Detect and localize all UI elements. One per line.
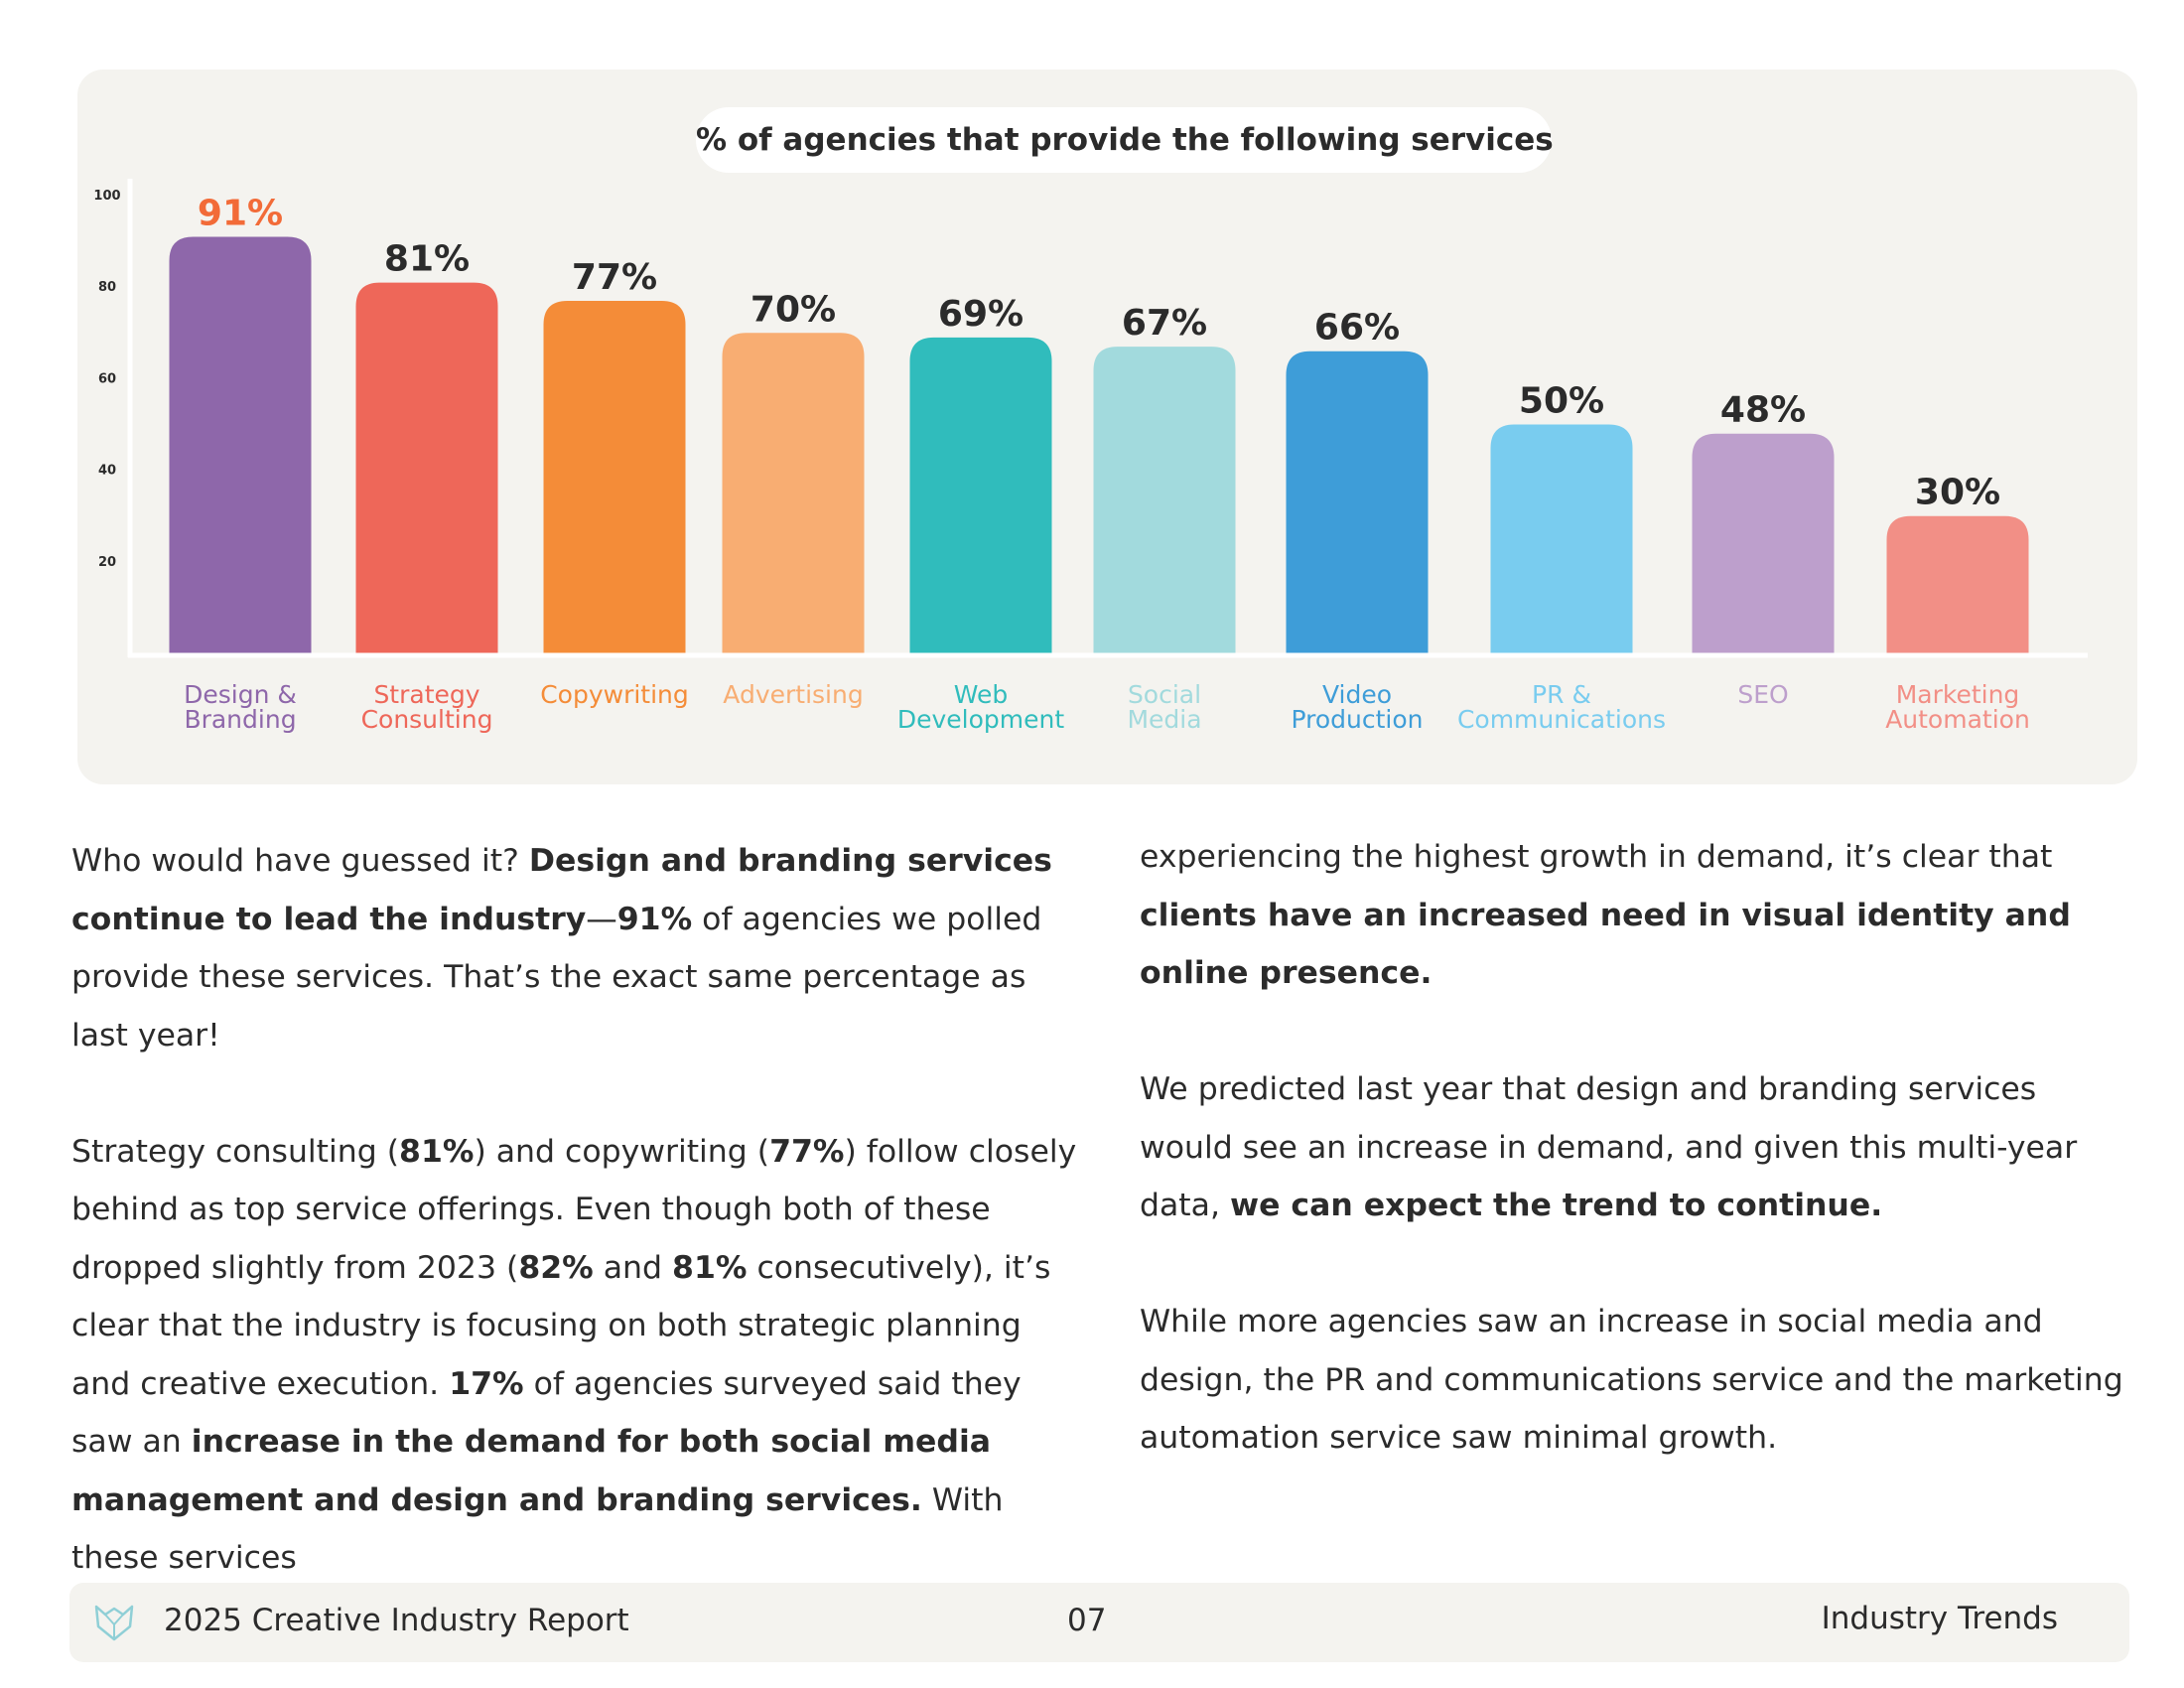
bold-run-7: 81% bbox=[672, 1249, 748, 1286]
footer-section-name: Industry Trends bbox=[1821, 1601, 2058, 1636]
bar bbox=[1692, 433, 1835, 653]
category-label: Development bbox=[897, 705, 1064, 734]
bar bbox=[355, 282, 498, 653]
bold-run-1: 81% bbox=[399, 1133, 475, 1170]
category-label: Copywriting bbox=[540, 680, 689, 709]
category-label: Video bbox=[1322, 680, 1392, 709]
bold-run-9: 17% bbox=[449, 1365, 524, 1402]
bold-run-3: 91% bbox=[616, 901, 693, 937]
bar bbox=[1886, 515, 2029, 653]
text-run-0: Strategy consulting ( bbox=[71, 1133, 400, 1170]
category-label: Media bbox=[1127, 705, 1201, 734]
category-label: Automation bbox=[1885, 705, 2030, 734]
category-label: Social bbox=[1128, 680, 1201, 709]
category-label: Design & bbox=[184, 680, 297, 709]
category-label: Consulting bbox=[361, 705, 493, 734]
text-run-6: and bbox=[593, 1249, 673, 1286]
y-tick-label: 40 bbox=[98, 464, 116, 479]
chart-title: % of agencies that provide the following… bbox=[696, 107, 1554, 173]
text-run-0: experiencing the highest growth in deman… bbox=[1140, 839, 2053, 875]
bold-run-1: Design and branding services continue to… bbox=[71, 843, 1052, 937]
bar bbox=[1286, 351, 1429, 653]
right-paragraph-2: We predicted last year that design and b… bbox=[1140, 1060, 2132, 1235]
y-tick-label: 100 bbox=[93, 189, 120, 204]
text-run-10: of agencies surveyed said they saw an bbox=[71, 1365, 1022, 1461]
bar bbox=[1093, 347, 1236, 653]
category-label: Web bbox=[954, 680, 1009, 709]
text-run-0: Who would have guessed it? bbox=[71, 843, 529, 879]
text-run-12: With these services bbox=[71, 1481, 1004, 1577]
category-label: SEO bbox=[1737, 680, 1788, 709]
page-footer: 2025 Creative Industry Report 07 Industr… bbox=[69, 1583, 2129, 1662]
y-tick-label: 80 bbox=[98, 280, 116, 295]
bar bbox=[722, 333, 865, 653]
bar-value-label: 67% bbox=[1122, 303, 1207, 344]
left-column: Who would have guessed it? Design and br… bbox=[71, 832, 1084, 1588]
bar-chart: 100 80 60 40 20 91% Design &Branding 81% Strateg… bbox=[93, 179, 2088, 734]
chart-panel: 100 80 60 40 20 91% Design & Branding 81% Strateg… bbox=[77, 70, 2137, 784]
left-paragraph-2: Strategy consulting (81%) and copywritin… bbox=[71, 1123, 1084, 1588]
category-label: PR & bbox=[1532, 680, 1591, 709]
bar bbox=[543, 301, 686, 653]
bar-value-label: 77% bbox=[572, 257, 657, 298]
bar bbox=[1490, 424, 1633, 653]
category-label: Strategy bbox=[373, 680, 479, 709]
bar bbox=[909, 337, 1052, 653]
y-tick-label: 60 bbox=[98, 371, 116, 386]
bar-value-label: 70% bbox=[751, 289, 836, 330]
bar-value-label: 66% bbox=[1314, 308, 1400, 349]
bar-value-label: 30% bbox=[1915, 473, 2000, 513]
bold-run-5: 82% bbox=[518, 1249, 594, 1286]
y-tick-label: 20 bbox=[98, 555, 116, 570]
bold-run-3: 77% bbox=[769, 1133, 845, 1170]
right-column: experiencing the highest growth in deman… bbox=[1140, 828, 2132, 1468]
category-label: Production bbox=[1291, 705, 1423, 734]
text-run-8: consecutively), it’s clear that the indu… bbox=[71, 1249, 1051, 1402]
bar bbox=[169, 236, 312, 654]
category-label: Communications bbox=[1457, 705, 1666, 734]
text-run-4: of agencies we polled provide these serv… bbox=[71, 901, 1042, 1054]
right-paragraph-1: experiencing the highest growth in deman… bbox=[1140, 828, 2132, 1003]
bar-value-label: 48% bbox=[1720, 390, 1806, 431]
category-label: Advertising bbox=[723, 680, 863, 709]
footer-page-number: 07 bbox=[1067, 1603, 1107, 1638]
bold-run-1: we can expect the trend to continue. bbox=[1229, 1188, 1883, 1223]
text-run-4: ) follow closely behind as top service o… bbox=[71, 1133, 1077, 1286]
bar-value-label: 91% bbox=[198, 193, 283, 233]
text-run-2: — bbox=[586, 901, 617, 937]
category-label: Branding bbox=[184, 705, 296, 734]
bold-run-11: increase in the demand for both social m… bbox=[71, 1424, 991, 1518]
footer-report-title: 2025 Creative Industry Report bbox=[164, 1603, 629, 1638]
bar-value-label: 81% bbox=[384, 239, 470, 280]
bar-value-label: 69% bbox=[938, 294, 1024, 335]
text-run-0: While more agencies saw an increase in s… bbox=[1140, 1304, 2123, 1456]
fox-logo-icon bbox=[94, 1605, 134, 1641]
right-paragraph-3: While more agencies saw an increase in s… bbox=[1140, 1293, 2132, 1468]
left-paragraph-1: Who would have guessed it? Design and br… bbox=[71, 832, 1084, 1064]
category-label: Marketing bbox=[1896, 680, 2020, 709]
text-run-2: ) and copywriting ( bbox=[474, 1133, 770, 1170]
text-run-0: We predicted last year that design and b… bbox=[1140, 1071, 2078, 1223]
bar-value-label: 50% bbox=[1519, 381, 1604, 422]
bold-run-1: clients have an increased need in visual… bbox=[1140, 897, 2071, 992]
